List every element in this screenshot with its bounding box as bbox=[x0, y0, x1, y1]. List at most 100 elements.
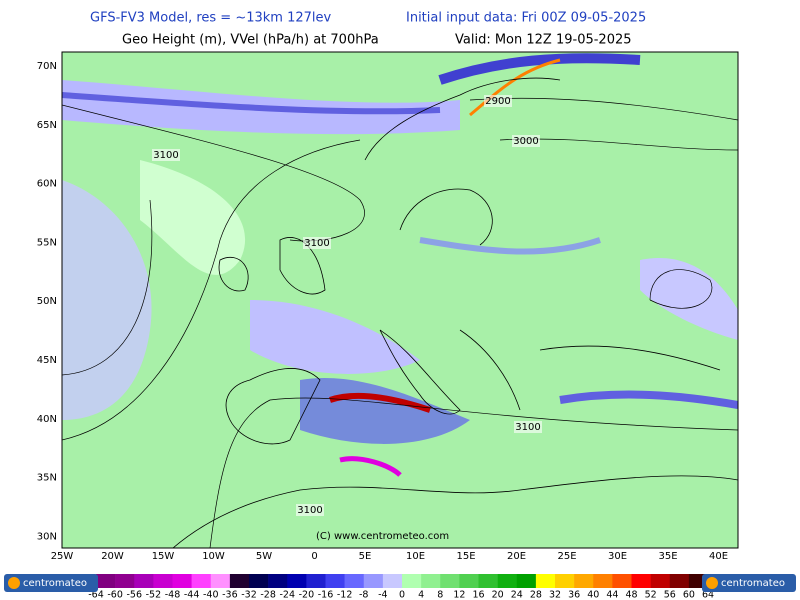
colorbar-box bbox=[669, 574, 690, 588]
valid-title: Valid: Mon 12Z 19-05-2025 bbox=[455, 33, 632, 48]
colorbar-box bbox=[440, 574, 460, 588]
colorbar-label: 0 bbox=[399, 590, 405, 600]
colorbar-box bbox=[115, 574, 135, 588]
lon-label: 25E bbox=[557, 551, 576, 562]
lat-label: 30N bbox=[37, 531, 57, 542]
colorbar-label: -20 bbox=[299, 590, 315, 600]
colorbar-label: 40 bbox=[587, 590, 599, 600]
colorbar-box bbox=[210, 574, 231, 588]
colorbar-box bbox=[306, 574, 326, 588]
colorbar-box bbox=[382, 574, 403, 588]
colorbar-box bbox=[172, 574, 192, 588]
logo-icon bbox=[8, 577, 20, 589]
colorbar-label: -56 bbox=[126, 590, 142, 600]
contour-label: 3000 bbox=[513, 136, 538, 147]
lat-label: 40N bbox=[37, 414, 57, 425]
colorbar-box bbox=[421, 574, 441, 588]
watermark: (C) www.centrometeo.com bbox=[316, 531, 449, 542]
colorbar-box bbox=[268, 574, 288, 588]
lon-label: 25W bbox=[51, 551, 74, 562]
colorbar-box bbox=[631, 574, 651, 588]
colorbar-label: -4 bbox=[378, 590, 387, 600]
lat-label: 35N bbox=[37, 473, 57, 484]
lon-label: 35E bbox=[658, 551, 677, 562]
contour-label-bg bbox=[296, 504, 324, 516]
contour-label-bg bbox=[512, 135, 540, 147]
contour-label: 3100 bbox=[304, 238, 329, 249]
colorbar-box bbox=[535, 574, 556, 588]
colorbar-label: -60 bbox=[107, 590, 123, 600]
contour-label: 3100 bbox=[297, 505, 322, 516]
colorbar-box bbox=[516, 574, 537, 588]
logo-icon bbox=[706, 577, 718, 589]
colorbar-label: -12 bbox=[337, 590, 353, 600]
colorbar-box bbox=[478, 574, 498, 588]
lon-label: 5E bbox=[359, 551, 372, 562]
colorbar-label: -52 bbox=[146, 590, 162, 600]
colorbar-label: 48 bbox=[625, 590, 637, 600]
colorbar-box bbox=[650, 574, 671, 588]
field-title: Geo Height (m), VVel (hPa/h) at 700hPa bbox=[122, 33, 379, 48]
lon-label: 15E bbox=[456, 551, 475, 562]
map bbox=[61, 51, 739, 549]
colorbar-label: 60 bbox=[683, 590, 695, 600]
colorbar-box bbox=[134, 574, 154, 588]
contour-label: 2900 bbox=[485, 96, 510, 107]
model-title: GFS-FV3 Model, res = ~13km 127lev bbox=[90, 11, 332, 26]
colorbar-box bbox=[612, 574, 632, 588]
contour-label: 3100 bbox=[515, 422, 540, 433]
colorbar-box bbox=[191, 574, 212, 588]
colorbar-label: -8 bbox=[359, 590, 368, 600]
colorbar-label: -24 bbox=[279, 590, 295, 600]
colorbar-box bbox=[287, 574, 307, 588]
colorbar-box bbox=[402, 574, 422, 588]
logo-text: centromateo bbox=[23, 578, 87, 589]
lat-label: 60N bbox=[37, 179, 57, 190]
colorbar-box bbox=[497, 574, 518, 588]
colorbar-label: -44 bbox=[184, 590, 200, 600]
colorbar-label: -48 bbox=[165, 590, 181, 600]
logo-box bbox=[4, 574, 98, 592]
colorbar-label: 8 bbox=[437, 590, 443, 600]
contour-label-bg bbox=[152, 149, 180, 161]
lat-label: 70N bbox=[37, 61, 57, 72]
colorbar-label: 20 bbox=[492, 590, 504, 600]
colorbar-box bbox=[249, 574, 269, 588]
lon-label: 20W bbox=[101, 551, 124, 562]
colorbar-box bbox=[574, 574, 594, 588]
colorbar-label: -36 bbox=[222, 590, 238, 600]
colorbar-box bbox=[344, 574, 365, 588]
lon-label: 10E bbox=[406, 551, 425, 562]
colorbar-label: 28 bbox=[530, 590, 542, 600]
colorbar-label: -16 bbox=[318, 590, 334, 600]
lon-label: 40E bbox=[709, 551, 728, 562]
colorbar-label: 24 bbox=[511, 590, 523, 600]
colorbar-box bbox=[229, 574, 250, 588]
colorbar-label: 12 bbox=[453, 590, 465, 600]
lat-label: 50N bbox=[37, 296, 57, 307]
colorbar-box bbox=[325, 574, 345, 588]
logo-box bbox=[702, 574, 796, 592]
colorbar-box bbox=[96, 574, 116, 588]
colorbar-box bbox=[363, 574, 384, 588]
colorbar-label: -64 bbox=[88, 590, 104, 600]
colorbar-box bbox=[153, 574, 173, 588]
lon-label: 0 bbox=[311, 551, 317, 562]
colorbar-box bbox=[593, 574, 613, 588]
colorbar-label: 16 bbox=[472, 590, 484, 600]
colorbar-label: -28 bbox=[260, 590, 276, 600]
logo-text: centromateo bbox=[721, 578, 785, 589]
contour-label-bg bbox=[484, 95, 512, 107]
colorbar-label: 4 bbox=[418, 590, 424, 600]
colorbar-label: 44 bbox=[606, 590, 618, 600]
colorbar-box bbox=[555, 574, 575, 588]
contour-label-bg bbox=[514, 421, 542, 433]
lon-label: 20E bbox=[507, 551, 526, 562]
contour-label: 3100 bbox=[153, 150, 178, 161]
lon-label: 5W bbox=[256, 551, 272, 562]
lat-label: 45N bbox=[37, 355, 57, 366]
lon-label: 30E bbox=[608, 551, 627, 562]
lat-label: 55N bbox=[37, 237, 57, 248]
init-title: Initial input data: Fri 00Z 09-05-2025 bbox=[406, 11, 646, 26]
